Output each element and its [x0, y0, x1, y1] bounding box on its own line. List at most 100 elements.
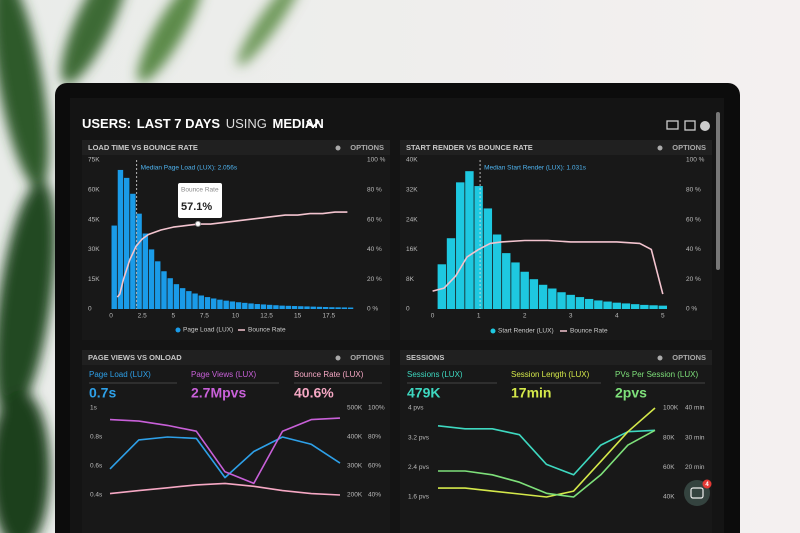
tick-label: 2.4 pvs	[408, 464, 430, 471]
bar	[291, 306, 298, 309]
panel-title: LOAD TIME VS BOUNCE RATE	[88, 143, 198, 152]
tooltip-box	[178, 183, 222, 218]
x-tick-label: 4	[615, 313, 619, 320]
bar	[483, 208, 493, 309]
panel-title: PAGE VIEWS VS ONLOAD	[88, 353, 182, 362]
bar	[557, 292, 566, 309]
tick-label: 20 %	[367, 276, 382, 283]
tick-label: 32K	[406, 187, 418, 194]
bar	[111, 225, 117, 309]
tick-label: 1s	[90, 405, 98, 412]
bar	[446, 238, 456, 309]
bar	[474, 186, 483, 309]
bar	[538, 284, 548, 309]
tick-label: 0 %	[367, 306, 378, 313]
bar	[465, 171, 474, 309]
dropdown-chevron[interactable]	[306, 120, 320, 129]
x-tick-label: 2.5	[138, 313, 147, 320]
bar	[173, 284, 180, 309]
panel-header	[82, 350, 390, 365]
bar	[502, 253, 511, 309]
scrollbar[interactable]	[716, 112, 720, 270]
tick-label: 8K	[406, 276, 415, 283]
tick-label: 40%	[368, 492, 381, 499]
bar	[167, 278, 173, 309]
bar	[329, 307, 335, 309]
options-icon[interactable]	[657, 355, 663, 361]
options-icon[interactable]	[657, 145, 663, 151]
tick-label: 24K	[406, 216, 418, 223]
bar	[310, 306, 316, 309]
icon-help[interactable]	[700, 121, 710, 131]
bar	[304, 306, 310, 309]
tick-label: 300K	[347, 463, 363, 470]
panel-header	[400, 350, 712, 365]
tick-label: 0	[88, 306, 92, 313]
x-tick-label: 1	[477, 313, 481, 320]
x-tick-label: 12.5	[260, 313, 273, 320]
tick-label: 200K	[347, 492, 363, 499]
x-tick-label: 10	[232, 313, 240, 320]
metric-value: 479K	[407, 385, 440, 401]
bar	[279, 305, 285, 309]
legend-label: Page Load (LUX)	[183, 327, 233, 334]
tick-label: 80 %	[367, 187, 382, 194]
options-button[interactable]: OPTIONS	[350, 143, 384, 152]
tick-label: 100 %	[367, 157, 386, 164]
bar	[575, 297, 585, 309]
bar	[520, 271, 529, 309]
options-icon[interactable]	[335, 355, 341, 361]
bar	[456, 182, 465, 309]
tick-label: 16K	[406, 246, 418, 253]
tick-label: 30K	[88, 246, 100, 253]
tick-label: 4 pvs	[408, 405, 424, 412]
icon-image[interactable]	[684, 120, 696, 131]
metric-label: Bounce Rate (LUX)	[294, 370, 364, 379]
tick-label: 60%	[368, 463, 381, 470]
bar	[142, 233, 149, 309]
bar	[612, 302, 621, 309]
title-part: USING	[226, 116, 267, 131]
bar	[123, 177, 130, 309]
tick-label: 60 %	[367, 216, 382, 223]
bar	[529, 279, 539, 309]
tick-label: 75K	[88, 157, 100, 164]
bar	[566, 294, 575, 309]
tick-label: 0.6s	[90, 463, 103, 470]
bar	[136, 213, 142, 309]
median-annotation: Median Page Load (LUX): 2.056s	[141, 165, 238, 172]
toolbar-icons	[666, 120, 710, 131]
title-part[interactable]: LAST 7 DAYS	[137, 116, 221, 131]
bar	[217, 299, 223, 309]
tick-label: 15K	[88, 276, 100, 283]
tick-label: 100%	[368, 405, 385, 412]
tick-label: 100 %	[686, 157, 705, 164]
panel	[400, 350, 712, 533]
x-tick-label: 2	[523, 313, 527, 320]
legend-label: Bounce Rate	[570, 328, 608, 335]
line-series	[116, 211, 348, 298]
bar	[204, 297, 211, 309]
x-tick-label: 5	[661, 313, 665, 320]
median-annotation: Median Start Render (LUX): 1.031s	[484, 165, 587, 172]
options-icon[interactable]	[335, 145, 341, 151]
bar	[211, 298, 217, 309]
bar	[285, 305, 292, 309]
bar	[235, 302, 242, 309]
legend-swatch	[175, 327, 181, 333]
title-part[interactable]: MEDIAN	[273, 116, 324, 131]
line-series	[109, 436, 341, 479]
bar	[630, 304, 640, 309]
metric-label: Page Load (LUX)	[89, 370, 151, 379]
tick-label: 0 %	[686, 306, 697, 313]
options-button[interactable]: OPTIONS	[672, 143, 706, 152]
bar	[492, 234, 502, 309]
options-button[interactable]: OPTIONS	[672, 353, 706, 362]
tick-label: 40 min	[685, 405, 705, 412]
bar	[186, 291, 192, 309]
icon-desktop[interactable]	[666, 120, 679, 130]
chat-widget[interactable]: 4	[684, 479, 712, 507]
tick-label: 0	[406, 306, 410, 313]
options-button[interactable]: OPTIONS	[350, 353, 384, 362]
bar	[223, 300, 229, 309]
